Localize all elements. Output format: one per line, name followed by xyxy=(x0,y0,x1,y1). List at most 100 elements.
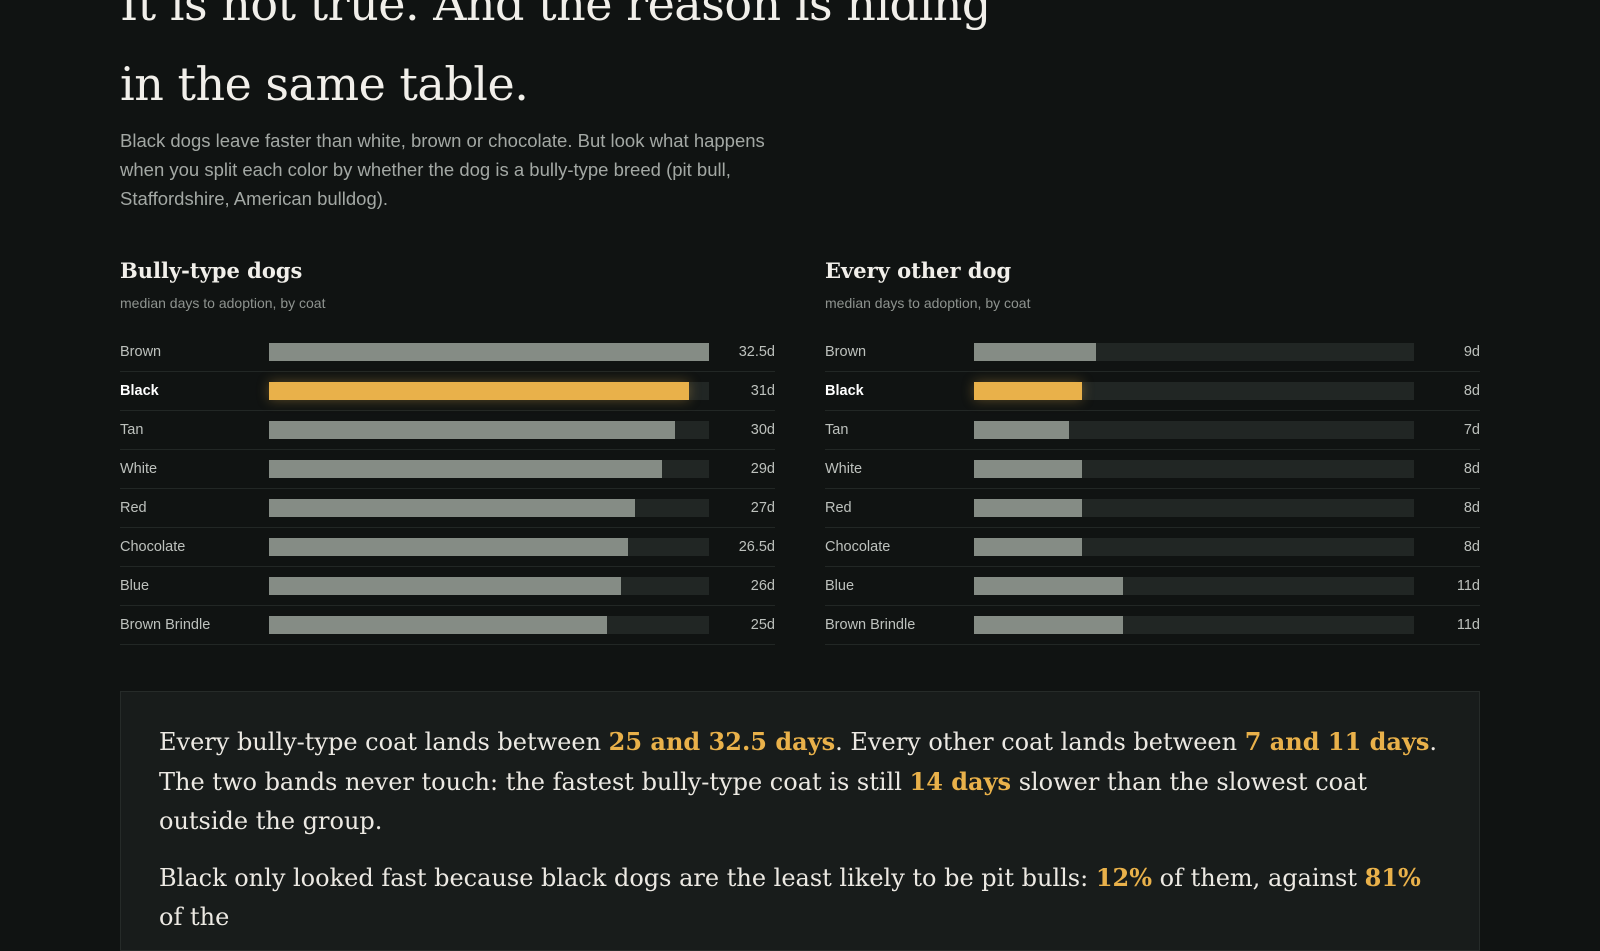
category-label: Tan xyxy=(825,422,849,438)
chart-title: Bully-type dogs xyxy=(120,258,303,283)
bar-track xyxy=(974,343,1414,361)
value-label: 26.5d xyxy=(738,539,775,555)
value-label: 30d xyxy=(750,422,775,438)
bar-track xyxy=(269,577,709,595)
value-label: 32.5d xyxy=(738,344,775,360)
bar-track xyxy=(974,616,1414,634)
value-label: 31d xyxy=(750,383,775,399)
value-label: 7d xyxy=(1463,422,1480,438)
bar xyxy=(974,538,1083,556)
value-label: 8d xyxy=(1463,461,1480,477)
bar xyxy=(269,538,628,556)
category-label: Brown xyxy=(120,344,162,360)
bar-rows: Brown 9d Black 8d Tan 7d White 8d Red 8d Chocolate… xyxy=(825,333,1480,645)
value-label: 25d xyxy=(750,617,775,633)
bar-track xyxy=(269,382,709,400)
category-label: Chocolate xyxy=(825,539,891,555)
callout-text: . The two bands never touch: the fastest… xyxy=(159,728,1438,796)
bar xyxy=(974,616,1123,634)
takeaway-callout: Every bully-type coat lands between 25 a… xyxy=(120,691,1480,951)
bar-track xyxy=(269,460,709,478)
bar-row: Brown Brindle 11d xyxy=(825,606,1480,645)
bar-row: Brown Brindle 25d xyxy=(120,606,775,645)
bar xyxy=(974,577,1123,595)
bar-row: Tan 30d xyxy=(120,411,775,450)
bar-track xyxy=(269,499,709,517)
category-label: Red xyxy=(825,500,852,516)
bar-track xyxy=(974,460,1414,478)
value-label: 29d xyxy=(750,461,775,477)
bar-row: Blue 11d xyxy=(825,567,1480,606)
category-label: Brown xyxy=(825,344,867,360)
highlighted-figure: 25 and 32.5 days xyxy=(608,727,836,756)
bar-track xyxy=(974,499,1414,517)
bar xyxy=(269,577,621,595)
bar xyxy=(974,421,1069,439)
callout-text: . Every other coat lands between xyxy=(835,728,1245,756)
bar-row: White 29d xyxy=(120,450,775,489)
value-label: 8d xyxy=(1463,383,1480,399)
callout-text: slower than the slowest coat outside the… xyxy=(159,768,1368,835)
bar-rows: Brown 32.5d Black 31d Tan 30d White 29d Red 27d Ch… xyxy=(120,333,775,645)
value-label: 9d xyxy=(1463,344,1480,360)
category-label: Black xyxy=(120,383,159,399)
chart-subtitle: median days to adoption, by coat xyxy=(120,295,326,311)
bar-row: Chocolate 8d xyxy=(825,528,1480,567)
value-label: 11d xyxy=(1456,617,1480,633)
highlighted-figure: 7 and 11 days xyxy=(1244,727,1430,756)
headline: It is not true. And the reason is hiding… xyxy=(120,0,991,111)
category-label: Chocolate xyxy=(120,539,186,555)
bar-row: Tan 7d xyxy=(825,411,1480,450)
bar xyxy=(269,343,709,361)
bar xyxy=(974,382,1083,400)
chart-panel-bully: Bully-type dogs median days to adoption,… xyxy=(120,256,775,645)
chart-title: Every other dog xyxy=(825,258,1012,283)
category-label: Brown Brindle xyxy=(825,617,916,633)
value-label: 8d xyxy=(1463,500,1480,516)
value-label: 8d xyxy=(1463,539,1480,555)
category-label: Red xyxy=(120,500,147,516)
bar-track xyxy=(974,382,1414,400)
category-label: Tan xyxy=(120,422,144,438)
category-label: Black xyxy=(825,383,864,399)
bar-row: Red 8d xyxy=(825,489,1480,528)
highlighted-figure: 81% xyxy=(1364,863,1421,892)
bar-row: White 8d xyxy=(825,450,1480,489)
value-label: 27d xyxy=(750,500,775,516)
bar-track xyxy=(269,616,709,634)
bar xyxy=(269,382,689,400)
bar xyxy=(269,616,608,634)
callout-text: Black only looked fast because black dog… xyxy=(159,864,1096,892)
highlighted-figure: 12% xyxy=(1095,863,1153,892)
bar xyxy=(269,421,676,439)
value-label: 11d xyxy=(1456,578,1480,594)
bar-row: Black 8d xyxy=(825,372,1480,411)
bar-row: Black 31d xyxy=(120,372,775,411)
bar-row: Brown 9d xyxy=(825,333,1480,372)
bar xyxy=(974,499,1083,517)
bar xyxy=(269,499,635,517)
bar-row: Chocolate 26.5d xyxy=(120,528,775,567)
lede-paragraph: Black dogs leave faster than white, brow… xyxy=(120,130,765,209)
callout-text: of them, against xyxy=(1152,864,1365,892)
category-label: White xyxy=(825,461,863,477)
value-label: 26d xyxy=(750,578,775,594)
bar xyxy=(269,460,662,478)
bar-track xyxy=(974,538,1414,556)
callout-text: of the xyxy=(159,903,230,931)
bar-track xyxy=(269,538,709,556)
bar-row: Red 27d xyxy=(120,489,775,528)
bar-row: Blue 26d xyxy=(120,567,775,606)
bar xyxy=(974,343,1096,361)
bar-track xyxy=(974,577,1414,595)
chart-panel-other: Every other dog median days to adoption,… xyxy=(825,256,1480,645)
category-label: Blue xyxy=(825,578,855,594)
highlighted-figure: 14 days xyxy=(909,767,1012,796)
bar-track xyxy=(269,421,709,439)
chart-subtitle: median days to adoption, by coat xyxy=(825,295,1031,311)
bar-row: Brown 32.5d xyxy=(120,333,775,372)
category-label: Brown Brindle xyxy=(120,617,211,633)
category-label: Blue xyxy=(120,578,150,594)
callout-text: Every bully-type coat lands between xyxy=(159,728,609,756)
bar-track xyxy=(974,421,1414,439)
